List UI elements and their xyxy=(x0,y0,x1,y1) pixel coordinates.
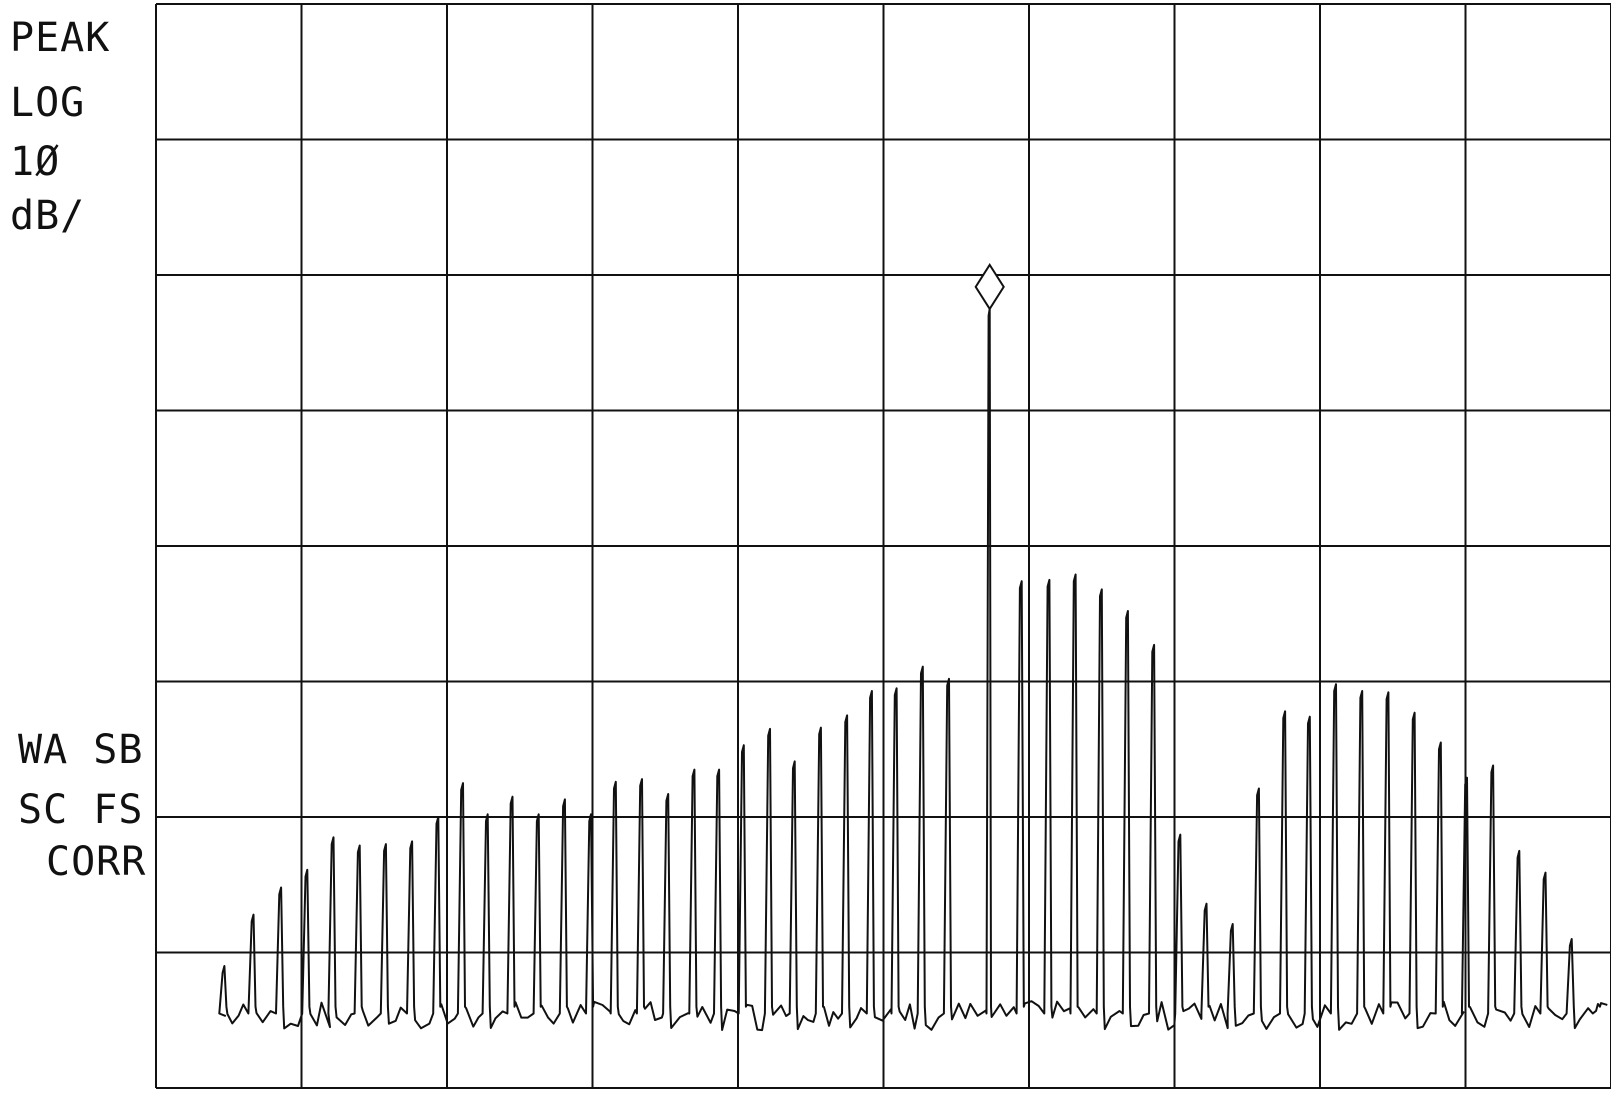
peak-marker-diamond xyxy=(974,263,1005,311)
status-line-1: WA SB xyxy=(18,727,144,773)
scale-value-label: 1Ø xyxy=(10,139,61,185)
status-line-3: CORR xyxy=(46,839,147,885)
scale-type-label: LOG xyxy=(10,80,86,126)
graticule-grid xyxy=(155,3,1611,1089)
status-line-2: SC FS xyxy=(18,787,144,833)
scale-unit-label: dB/ xyxy=(10,193,86,239)
spectrum-trace xyxy=(218,307,1608,1032)
detector-mode-label: PEAK xyxy=(10,15,111,61)
